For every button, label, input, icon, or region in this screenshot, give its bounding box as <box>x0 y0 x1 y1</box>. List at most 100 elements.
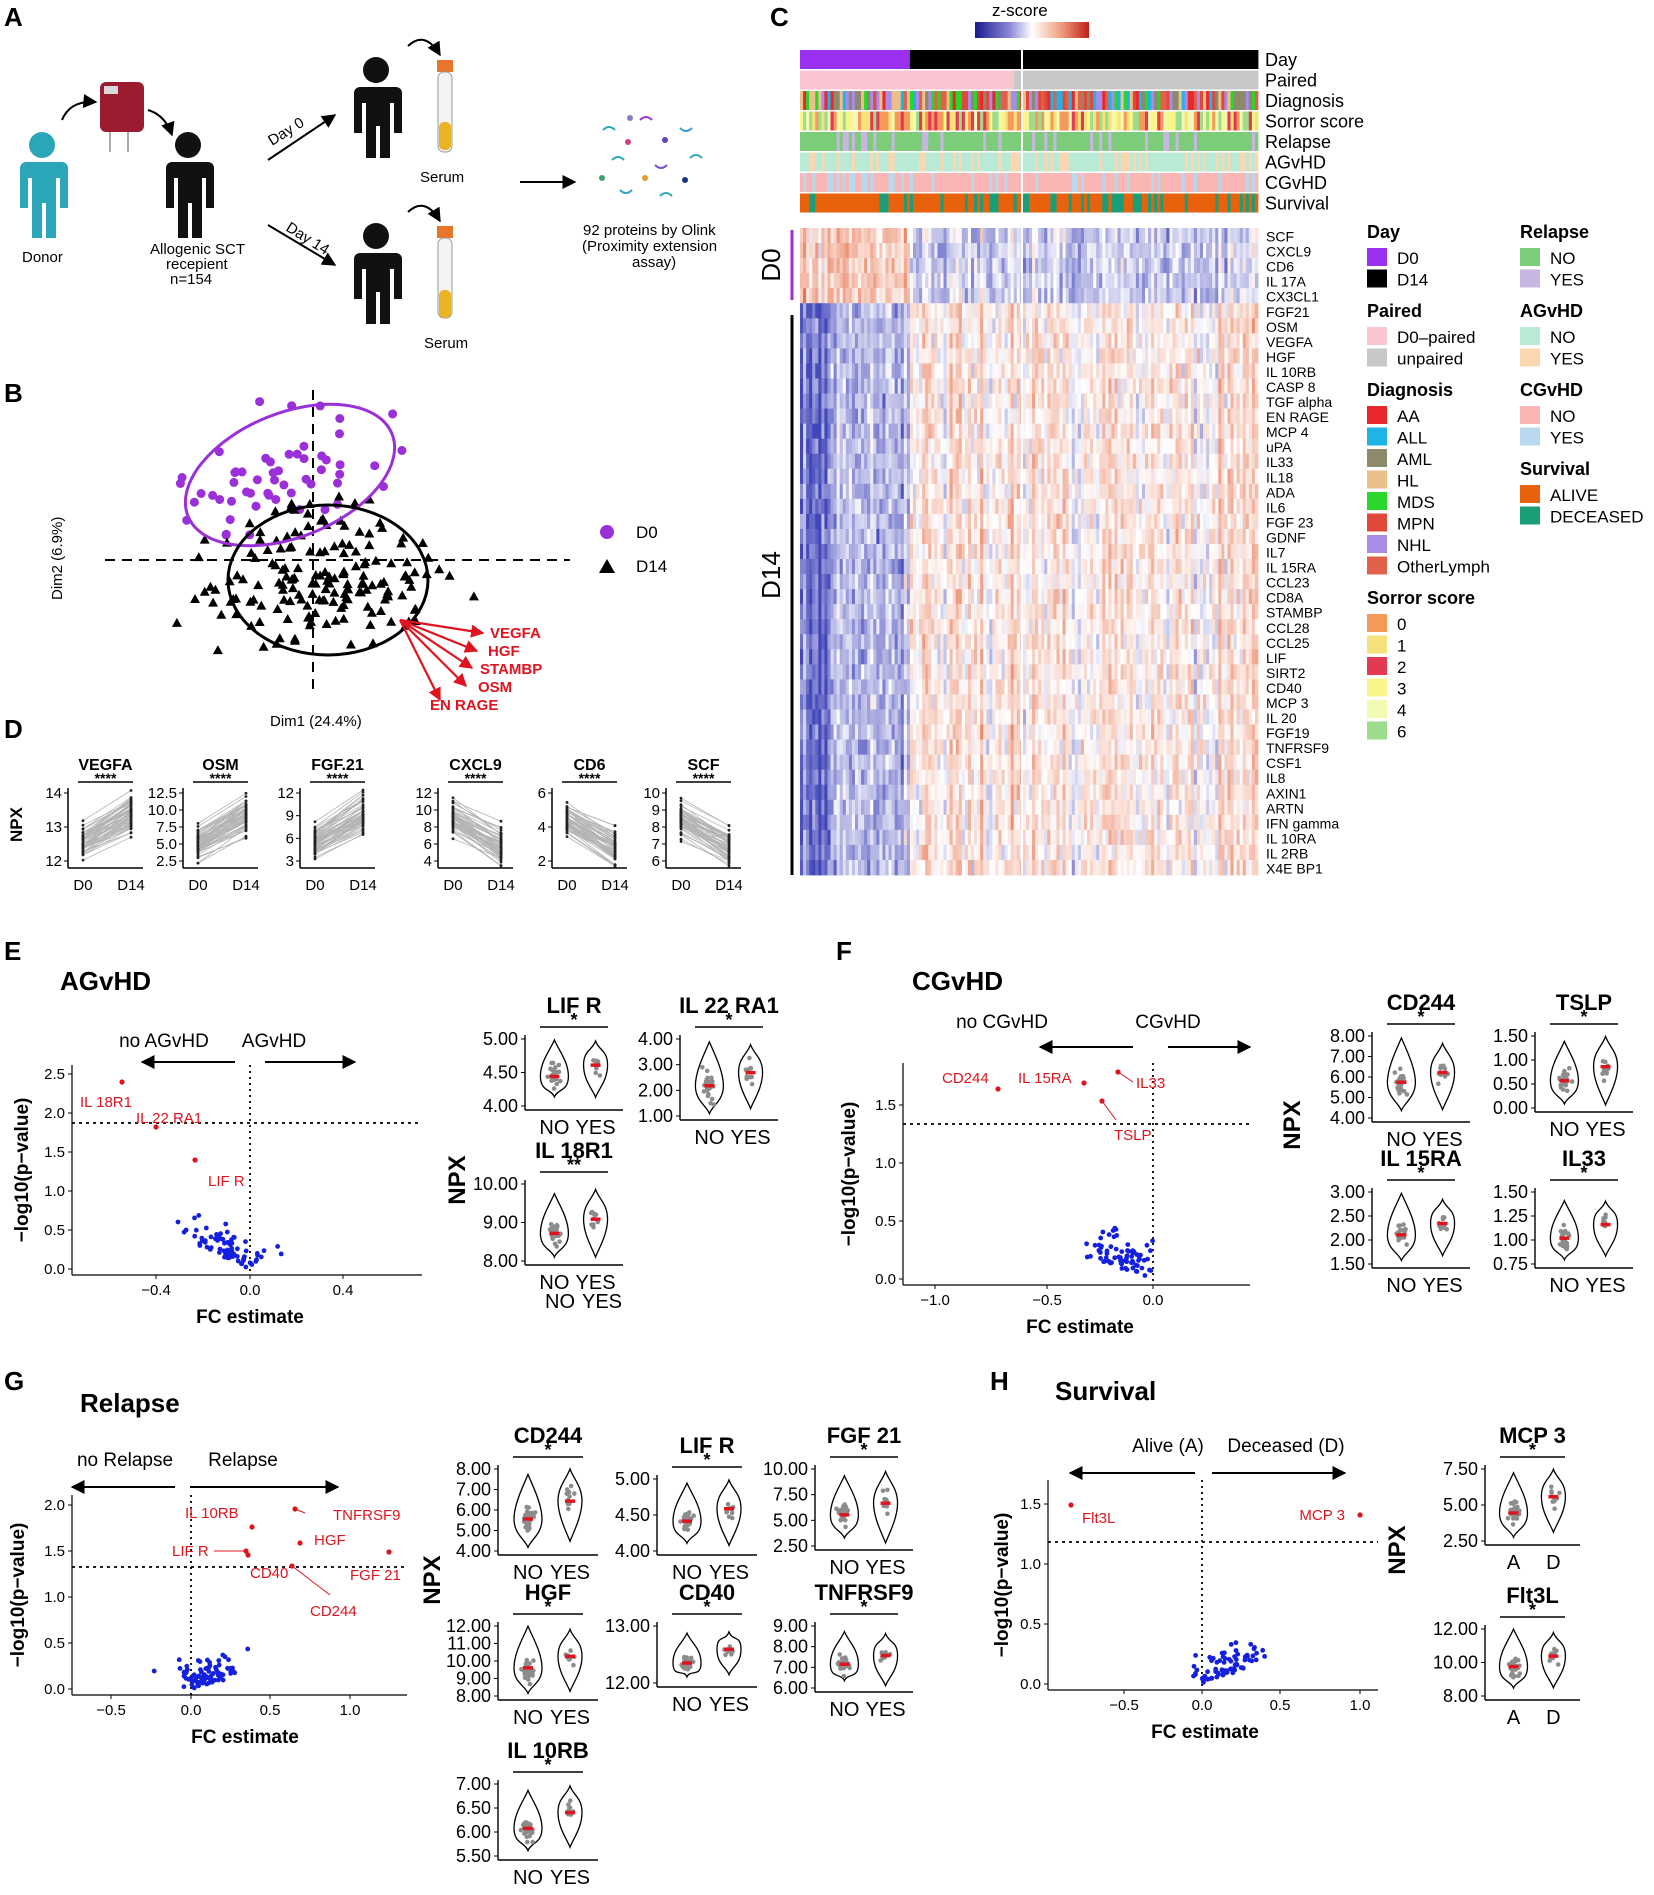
heatmap-cell <box>1245 528 1250 545</box>
pca-point-d14 <box>282 531 293 541</box>
heatmap-cell <box>1215 273 1219 289</box>
heatmap-cell <box>1032 258 1036 274</box>
annotation-cell <box>934 132 938 151</box>
heatmap-cell <box>1169 303 1173 319</box>
heatmap-cell <box>1029 513 1033 530</box>
heatmap-cell <box>1080 453 1085 470</box>
heatmap-cell <box>1105 528 1109 545</box>
heatmap-cell <box>1154 483 1158 500</box>
heatmap-cell <box>1010 363 1015 379</box>
heatmap-cell <box>882 483 886 500</box>
annotation-cell <box>900 173 905 192</box>
heatmap-cell <box>806 483 810 500</box>
annotation-cell <box>940 70 944 90</box>
heatmap-cell <box>1001 543 1005 560</box>
annotation-cell <box>1227 70 1231 90</box>
annotation-cell <box>1251 111 1256 131</box>
heatmap-cell <box>1166 363 1170 379</box>
annotation-cell <box>845 152 850 172</box>
annotation-cell <box>1080 193 1085 213</box>
heatmap-cell <box>818 423 822 440</box>
heatmap-cell <box>906 228 911 244</box>
heatmap-cell <box>937 559 941 575</box>
heatmap-cell <box>1187 498 1192 515</box>
annotation-cell <box>1145 132 1149 151</box>
heatmap-cell <box>818 363 822 379</box>
heatmap-cells <box>800 228 1259 876</box>
heatmap-cell <box>800 438 804 455</box>
heatmap-cell <box>1096 408 1100 425</box>
heatmap-cell <box>1074 258 1079 274</box>
heatmap-cell <box>970 423 975 440</box>
pca-point-d0 <box>388 409 398 419</box>
annotation-cell <box>851 193 856 213</box>
heatmap-cell <box>891 258 896 274</box>
heatmap-cell <box>1120 363 1125 379</box>
heatmap-cell <box>1190 468 1195 485</box>
annotation-cell <box>1068 111 1073 131</box>
heatmap-cell <box>1041 453 1045 470</box>
donor-label: Donor <box>22 249 63 266</box>
heatmap-cell <box>928 228 932 244</box>
heatmap-cell <box>888 483 892 500</box>
heatmap-cell <box>1013 318 1018 334</box>
heatmap-cell <box>900 258 905 274</box>
heatmap-cell <box>882 438 886 455</box>
heatmap-cell <box>1187 348 1192 364</box>
heatmap-cell <box>1126 333 1131 349</box>
heatmap-cell <box>1083 348 1088 364</box>
heatmap-cell <box>827 258 831 274</box>
annotation-cell <box>803 152 807 172</box>
annotation-cell <box>1193 132 1198 151</box>
heatmap-cell <box>992 408 996 425</box>
heatmap-cell <box>989 393 993 409</box>
annotation-cell <box>1138 50 1143 69</box>
heatmap-cell <box>1108 303 1112 319</box>
heatmap-cell <box>1230 513 1234 530</box>
pca-point-d14 <box>344 539 355 549</box>
annotation-cell <box>836 91 841 110</box>
pca-points <box>171 397 479 655</box>
heatmap-cell <box>958 228 963 244</box>
annotation-cell <box>851 111 856 131</box>
heatmap-cell <box>922 258 926 274</box>
annotation-cell <box>1029 193 1033 213</box>
heatmap-cell <box>1074 453 1079 470</box>
heatmap-cell <box>833 378 838 394</box>
heatmap-cell <box>815 559 819 575</box>
heatmap-cell <box>946 378 951 394</box>
annotation-cell <box>974 70 978 90</box>
heatmap-cell <box>934 559 938 575</box>
heatmap-cell <box>1096 273 1100 289</box>
heatmap-cell <box>1071 303 1076 319</box>
heatmap-cell <box>876 378 880 394</box>
heatmap-cell <box>1151 498 1155 515</box>
heatmap-cell <box>903 528 908 545</box>
heatmap-cell <box>943 559 947 575</box>
recipient-label-2: recepient <box>166 256 229 273</box>
heatmap-cell <box>955 483 960 500</box>
heatmap-cell <box>946 453 951 470</box>
heatmap-cell <box>1087 228 1091 244</box>
heatmap-cell <box>815 513 819 530</box>
heatmap-cell <box>1209 348 1213 364</box>
heatmap-cell <box>909 348 914 364</box>
heatmap-cell <box>897 333 902 349</box>
heatmap-cell <box>864 228 868 244</box>
heatmap-cell <box>931 363 935 379</box>
heatmap-cell <box>1218 273 1222 289</box>
annotation-cell <box>812 173 816 192</box>
annotation-cell <box>848 152 853 172</box>
annotation-cell <box>882 152 886 172</box>
heatmap-cell <box>1035 528 1039 545</box>
heatmap-cell <box>812 408 816 425</box>
annotation-cell <box>922 152 926 172</box>
heatmap-cell <box>964 303 969 319</box>
heatmap-cell <box>845 483 850 500</box>
heatmap-cell <box>858 303 862 319</box>
heatmap-cell <box>854 303 859 319</box>
annotation-cell <box>1138 152 1143 172</box>
annotation-cell <box>1187 70 1192 90</box>
heatmap-cell <box>1212 303 1216 319</box>
heatmap-cell <box>1013 378 1018 394</box>
